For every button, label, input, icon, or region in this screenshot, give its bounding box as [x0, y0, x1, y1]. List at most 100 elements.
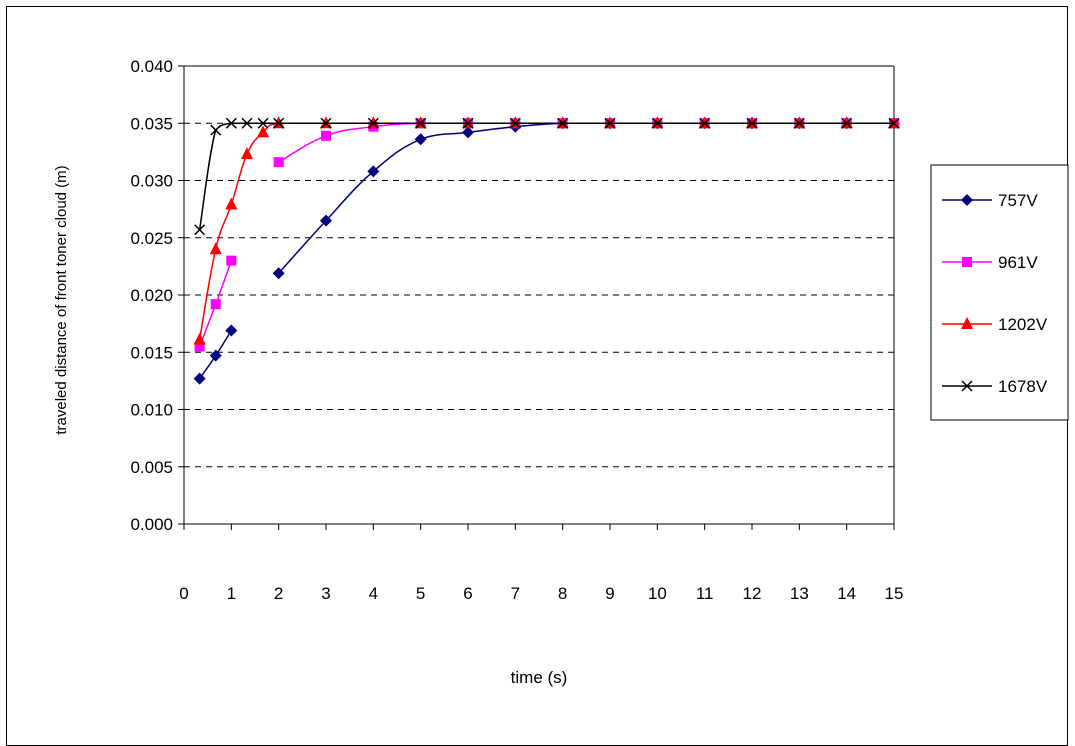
data-point-961V	[226, 255, 237, 266]
legend-item-961V: 961V	[942, 253, 1038, 272]
x-marker-stroke	[699, 117, 711, 129]
data-point-1678V	[320, 117, 332, 129]
x-tick-label: 15	[885, 584, 904, 603]
legend-marker	[962, 257, 972, 267]
data-point-1678V	[604, 117, 616, 129]
chart-frame	[6, 6, 1068, 746]
x-tick-label: 10	[648, 584, 667, 603]
data-point-1678V	[257, 117, 269, 129]
series-757V	[193, 117, 900, 385]
y-tick-labels: 0.000 0.005 0.010 0.015 0.020 0.025 0.030 0.035…	[130, 57, 173, 534]
legend-item-1202V: 1202V	[942, 315, 1048, 334]
x-marker-stroke	[462, 117, 474, 129]
series-1678V	[194, 117, 900, 236]
data-point-1678V	[241, 117, 253, 129]
legend: 757V 961V 1202V 1678V	[930, 164, 1069, 421]
x-marker-stroke	[793, 117, 805, 129]
x-tick-label: 4	[369, 584, 378, 603]
data-point-1678V	[651, 117, 663, 129]
y-tick-label: 0.005	[130, 458, 173, 477]
data-point-757V	[320, 214, 332, 227]
series-line-757V	[278, 122, 894, 274]
data-point-757V	[462, 126, 474, 139]
series-1202V	[193, 116, 900, 345]
data-point-1678V	[793, 117, 805, 129]
y-tick-label: 0.030	[130, 172, 173, 191]
data-point-1678V	[225, 117, 237, 129]
x-tick-label: 13	[790, 584, 809, 603]
x-marker-stroke	[888, 117, 900, 129]
data-point-1678V	[746, 117, 758, 129]
data-point-1202V	[225, 197, 238, 210]
y-tick-label: 0.000	[130, 515, 173, 534]
y-axis-title: traveled distance of front toner cloud (…	[53, 165, 70, 434]
y-tick-label: 0.020	[130, 286, 173, 305]
data-point-1202V	[240, 147, 253, 160]
y-tick-label: 0.040	[130, 57, 173, 76]
data-point-961V	[210, 299, 221, 310]
x-marker-stroke	[273, 117, 285, 129]
series-line-1202V	[198, 122, 894, 340]
x-marker-stroke	[367, 117, 379, 129]
x-tick-label: 0	[179, 584, 188, 603]
gridlines	[184, 122, 894, 468]
data-point-1678V	[367, 117, 379, 129]
y-tick-label: 0.015	[130, 343, 173, 362]
series-group	[193, 116, 900, 385]
x-marker-stroke	[841, 117, 853, 129]
y-tick-label: 0.010	[130, 401, 173, 420]
data-point-1678V	[273, 117, 285, 129]
x-tick-label: 8	[558, 584, 567, 603]
legend-label: 1678V	[998, 377, 1048, 396]
legend-marker	[961, 194, 973, 206]
data-point-1202V	[209, 242, 222, 255]
data-point-961V	[194, 341, 205, 352]
data-point-961V	[321, 130, 331, 141]
x-axis-title: time (s)	[511, 668, 568, 687]
legend-label: 757V	[998, 191, 1038, 210]
x-tick-label: 7	[511, 584, 520, 603]
x-marker-stroke	[257, 117, 269, 129]
x-tick-labels: 0 1 2 3 4 5 6 7 8 9 10 11 12 13 14 15	[179, 584, 903, 603]
data-point-1678V	[210, 124, 222, 136]
y-tick-label: 0.025	[130, 229, 173, 248]
data-point-1678V	[194, 224, 206, 236]
data-point-757V	[209, 349, 222, 362]
x-tick-label: 1	[227, 584, 236, 603]
data-point-757V	[414, 133, 427, 146]
data-point-757V	[225, 324, 238, 337]
x-tick-label: 11	[696, 584, 714, 603]
x-tick-label: 3	[321, 584, 330, 603]
x-tick-label: 14	[837, 584, 856, 603]
data-point-757V	[272, 267, 285, 280]
data-point-757V	[367, 165, 380, 178]
x-tick-label: 5	[416, 584, 425, 603]
x-marker-stroke	[961, 380, 973, 392]
legend-item-757V: 757V	[942, 191, 1038, 210]
data-point-1202V	[257, 125, 270, 138]
x-marker-stroke	[509, 117, 521, 129]
data-point-757V	[193, 372, 206, 385]
y-tick-label: 0.035	[130, 114, 173, 133]
legend-item-1678V: 1678V	[942, 377, 1048, 396]
data-point-1678V	[699, 117, 711, 129]
x-marker-stroke	[225, 117, 237, 129]
x-marker-stroke	[194, 224, 206, 236]
data-point-1678V	[557, 117, 569, 129]
data-point-1678V	[415, 117, 427, 129]
legend-label: 1202V	[998, 315, 1048, 334]
x-marker-stroke	[746, 117, 758, 129]
data-point-961V	[273, 157, 284, 168]
x-marker-stroke	[604, 117, 616, 129]
x-marker-stroke	[651, 117, 663, 129]
series-line-1678V	[198, 122, 894, 230]
data-point-1678V	[462, 117, 474, 129]
legend-marker	[961, 317, 973, 329]
legend-label: 961V	[998, 253, 1038, 272]
x-tick-label: 9	[605, 584, 614, 603]
x-tick-label: 6	[463, 584, 472, 603]
axes	[178, 65, 895, 530]
series-961V	[194, 118, 899, 352]
x-marker-stroke	[320, 117, 332, 129]
